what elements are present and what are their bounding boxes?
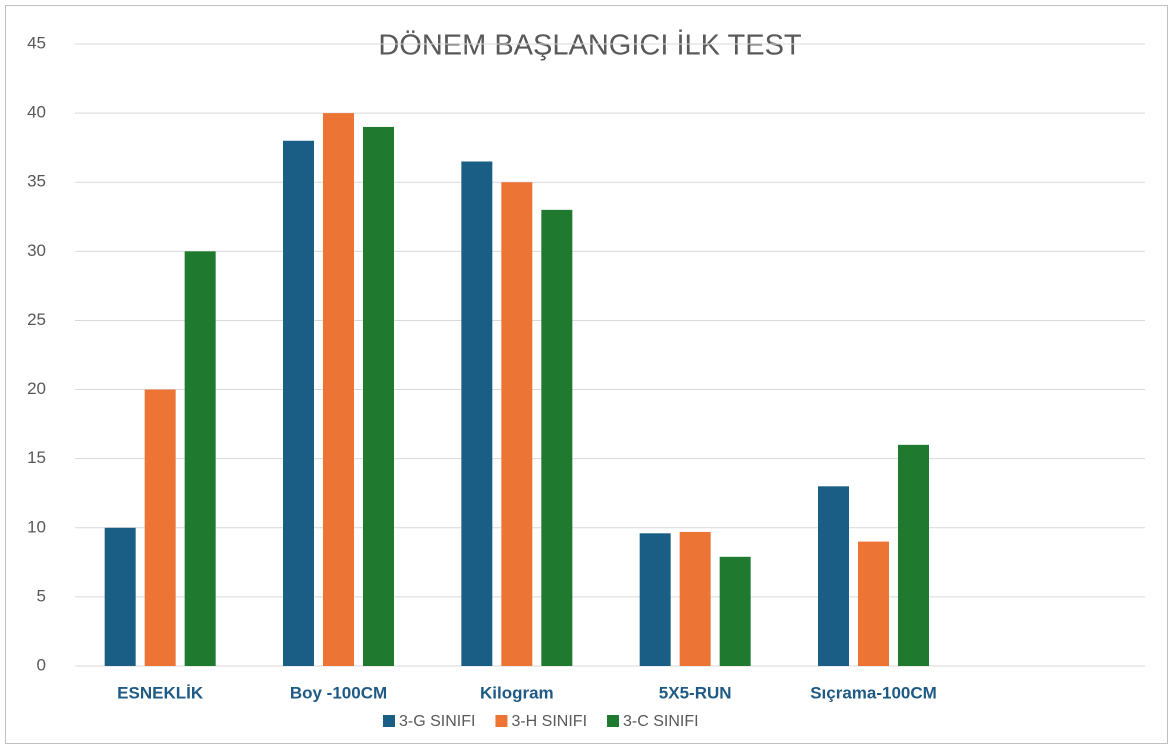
bar xyxy=(541,209,573,666)
y-tick-label: 5 xyxy=(37,586,46,605)
y-tick-label: 45 xyxy=(27,33,46,52)
y-tick-label: 30 xyxy=(27,241,46,260)
bar xyxy=(461,161,493,666)
y-tick-label: 0 xyxy=(37,655,46,674)
bar xyxy=(858,541,889,666)
legend-swatch xyxy=(495,715,508,727)
legend-swatch xyxy=(607,715,620,727)
legend-label: 3-C SINIFI xyxy=(623,713,699,730)
legend-label: 3-H SINIFI xyxy=(511,713,587,730)
bar xyxy=(363,126,394,666)
bar xyxy=(898,444,929,666)
bar xyxy=(104,527,136,666)
x-tick-label: Kilogram xyxy=(480,683,554,702)
bar xyxy=(818,486,849,666)
y-tick-label: 25 xyxy=(27,310,46,329)
y-tick-label: 10 xyxy=(27,517,46,536)
chart-title: DÖNEM BAŞLANGICI İLK TEST xyxy=(378,29,802,62)
x-tick-label: ESNEKLİK xyxy=(117,683,204,702)
legend-swatch xyxy=(383,715,395,727)
bar xyxy=(184,251,216,667)
x-tick-label: Sıçrama-100CM xyxy=(810,683,937,702)
y-tick-label: 35 xyxy=(27,172,46,191)
y-tick-label: 40 xyxy=(27,103,46,122)
x-tick-label: Boy -100CM xyxy=(290,683,387,702)
bar xyxy=(679,531,711,666)
bar xyxy=(639,533,671,666)
bar xyxy=(323,113,354,667)
x-tick-label: 5X5-RUN xyxy=(659,683,732,702)
y-tick-label: 15 xyxy=(27,448,46,467)
bar xyxy=(719,556,751,666)
bar xyxy=(283,140,314,666)
bar xyxy=(144,389,176,666)
legend-label: 3-G SINIFI xyxy=(399,713,475,730)
chart-border xyxy=(5,5,1168,744)
y-tick-label: 20 xyxy=(27,379,46,398)
bar xyxy=(501,182,533,666)
